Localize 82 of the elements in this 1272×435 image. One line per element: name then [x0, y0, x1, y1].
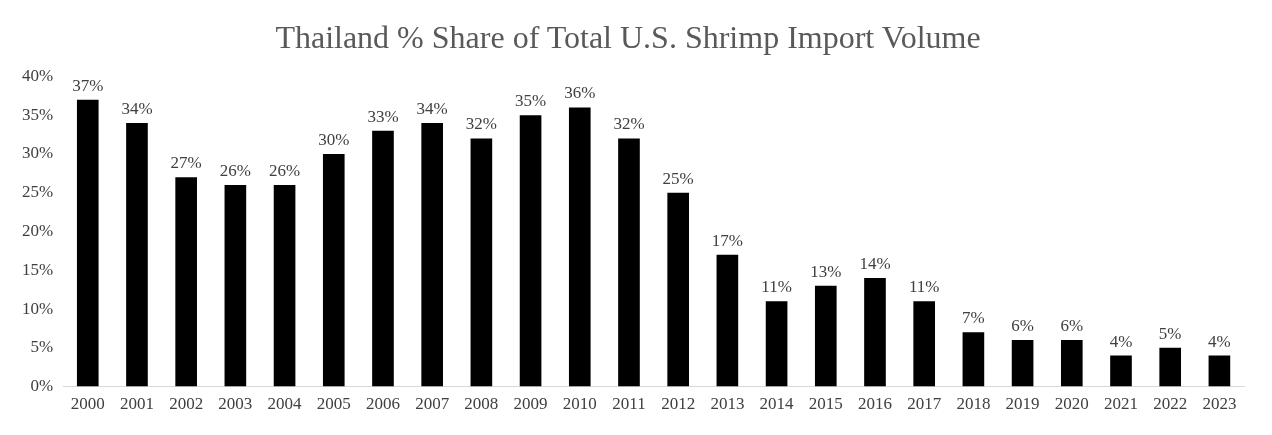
x-tick-label: 2009	[513, 394, 548, 414]
data-label: 11%	[908, 277, 940, 297]
x-tick-label: 2013	[710, 394, 745, 414]
y-tick-label: 35%	[21, 104, 54, 124]
chart-title: Thailand % Share of Total U.S. Shrimp Import Volume	[275, 18, 981, 55]
data-label: 11%	[761, 277, 792, 297]
bar	[273, 184, 296, 387]
x-tick-label: 2012	[661, 394, 696, 414]
bar	[1159, 347, 1182, 387]
data-label: 32%	[465, 114, 497, 134]
bar	[372, 130, 394, 387]
data-label: 34%	[121, 98, 153, 118]
x-tick-label: 2011	[612, 394, 646, 414]
x-tick-label: 2022	[1153, 394, 1188, 414]
x-tick-label: 2000	[70, 394, 105, 414]
bar	[1208, 355, 1231, 387]
x-tick-label: 2001	[119, 394, 154, 414]
data-label: 25%	[662, 168, 694, 188]
bar	[322, 153, 345, 387]
x-tick-label: 2015	[808, 394, 843, 414]
data-label: 17%	[711, 230, 743, 250]
x-tick-label: 2010	[562, 394, 597, 414]
data-label: 36%	[564, 83, 596, 103]
x-tick-label: 2004	[267, 394, 303, 414]
bar	[765, 301, 788, 387]
data-label: 26%	[219, 160, 251, 180]
data-label: 13%	[810, 261, 842, 281]
y-tick-label: 10%	[21, 298, 54, 318]
bar	[1060, 340, 1083, 387]
bar	[421, 122, 443, 387]
data-label: 37%	[72, 75, 104, 95]
x-tick-label: 2005	[316, 394, 351, 414]
data-label: 26%	[268, 160, 301, 180]
data-label: 27%	[170, 153, 202, 173]
x-tick-label: 2016	[857, 394, 892, 414]
data-label: 6%	[1060, 316, 1084, 336]
y-tick-label: 40%	[21, 65, 54, 85]
x-tick-label: 2018	[956, 394, 991, 414]
bar	[224, 184, 247, 387]
x-tick-label: 2002	[169, 394, 204, 414]
bar	[1110, 355, 1132, 387]
bar	[1011, 340, 1034, 387]
x-tick-label: 2021	[1104, 394, 1138, 414]
bar	[519, 115, 542, 387]
x-tick-label: 2003	[218, 394, 253, 414]
bar	[814, 285, 837, 387]
data-label: 35%	[514, 91, 547, 111]
x-tick-label: 2014	[759, 394, 795, 414]
x-tick-label: 2020	[1054, 394, 1089, 414]
data-label: 4%	[1208, 331, 1231, 351]
y-tick-label: 30%	[21, 143, 54, 163]
data-label: 5%	[1158, 323, 1182, 343]
bar	[175, 177, 197, 387]
data-label: 33%	[367, 106, 399, 126]
x-tick-label: 2017	[907, 394, 942, 414]
bar	[667, 192, 690, 387]
bar	[76, 99, 99, 387]
bar	[962, 332, 985, 387]
y-tick-label: 25%	[21, 182, 54, 202]
data-label: 14%	[859, 254, 891, 273]
data-label: 32%	[613, 114, 645, 134]
data-label: 34%	[416, 98, 448, 118]
data-label: 4%	[1109, 331, 1133, 351]
y-tick-label: 0%	[30, 376, 54, 396]
bar	[126, 122, 148, 387]
y-tick-label: 15%	[21, 259, 54, 279]
data-label: 6%	[1011, 316, 1034, 336]
y-tick-label: 20%	[21, 220, 54, 240]
y-tick-label: 5%	[30, 337, 54, 357]
bar	[864, 278, 886, 387]
bar	[716, 254, 739, 387]
x-tick-label: 2019	[1005, 394, 1040, 414]
x-tick-label: 2007	[415, 394, 450, 414]
bar	[913, 301, 936, 387]
bar	[568, 107, 591, 387]
data-label: 30%	[318, 129, 350, 149]
bar	[470, 138, 493, 387]
x-tick-label: 2023	[1202, 394, 1237, 414]
data-label: 7%	[962, 308, 985, 328]
bar	[618, 138, 640, 387]
x-tick-label: 2008	[464, 394, 499, 414]
x-tick-label: 2006	[365, 394, 400, 414]
